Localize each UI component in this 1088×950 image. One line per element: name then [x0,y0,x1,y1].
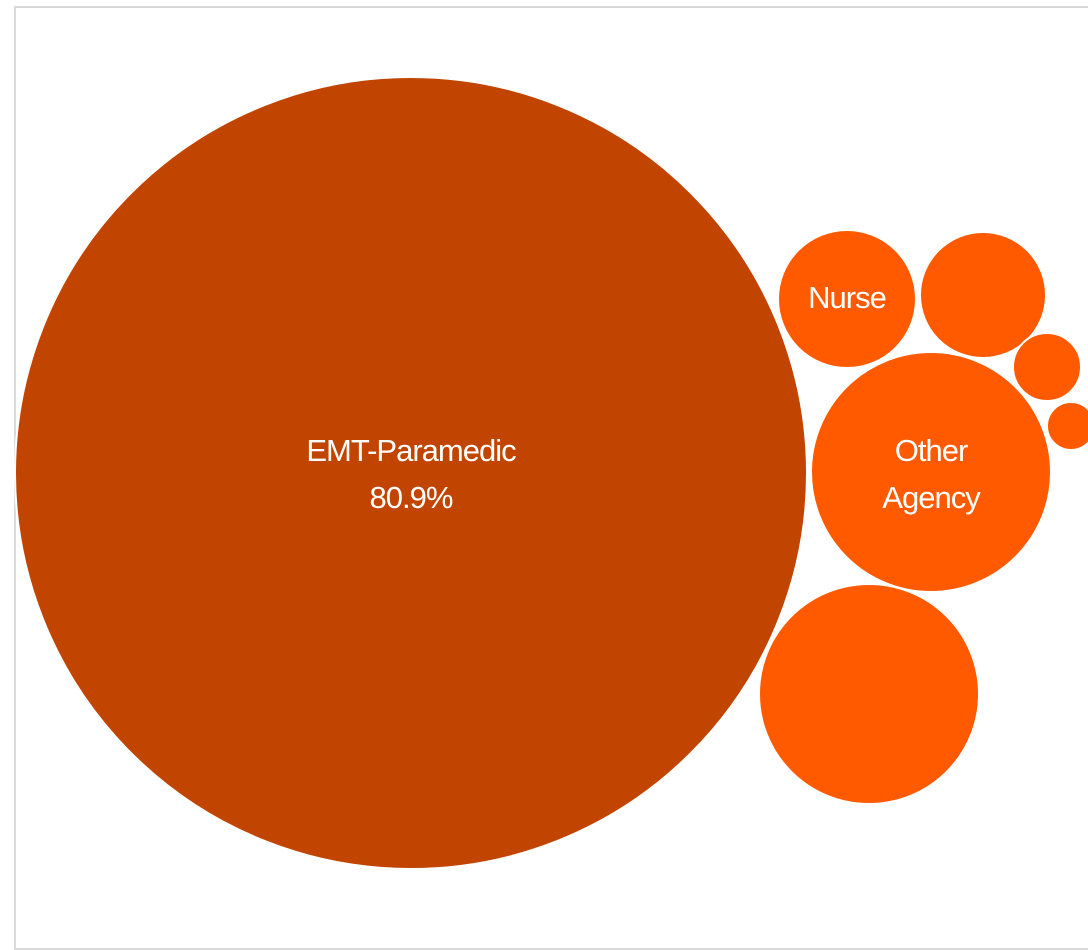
bubble-layer [14,76,1088,870]
bubble-unlabeled-2[interactable] [919,231,1047,359]
bubble-nurse[interactable] [777,229,917,369]
bubble-label: 80.9% [370,480,453,515]
bubble-unlabeled-4[interactable] [1046,401,1088,451]
bubble-other-agency[interactable] [810,351,1052,593]
label-layer: EMT-Paramedic 80.9% Nurse Other Agency [306,280,982,515]
bubble-label: Other [895,433,968,468]
bubble-emt-paramedic[interactable] [14,76,808,870]
bubble-unlabeled-6[interactable] [758,583,980,805]
bubble-label: EMT-Paramedic [306,433,516,468]
bubble-label: Nurse [808,280,886,315]
bubble-unlabeled-3[interactable] [1012,332,1082,402]
bubble-label: Agency [882,480,981,515]
